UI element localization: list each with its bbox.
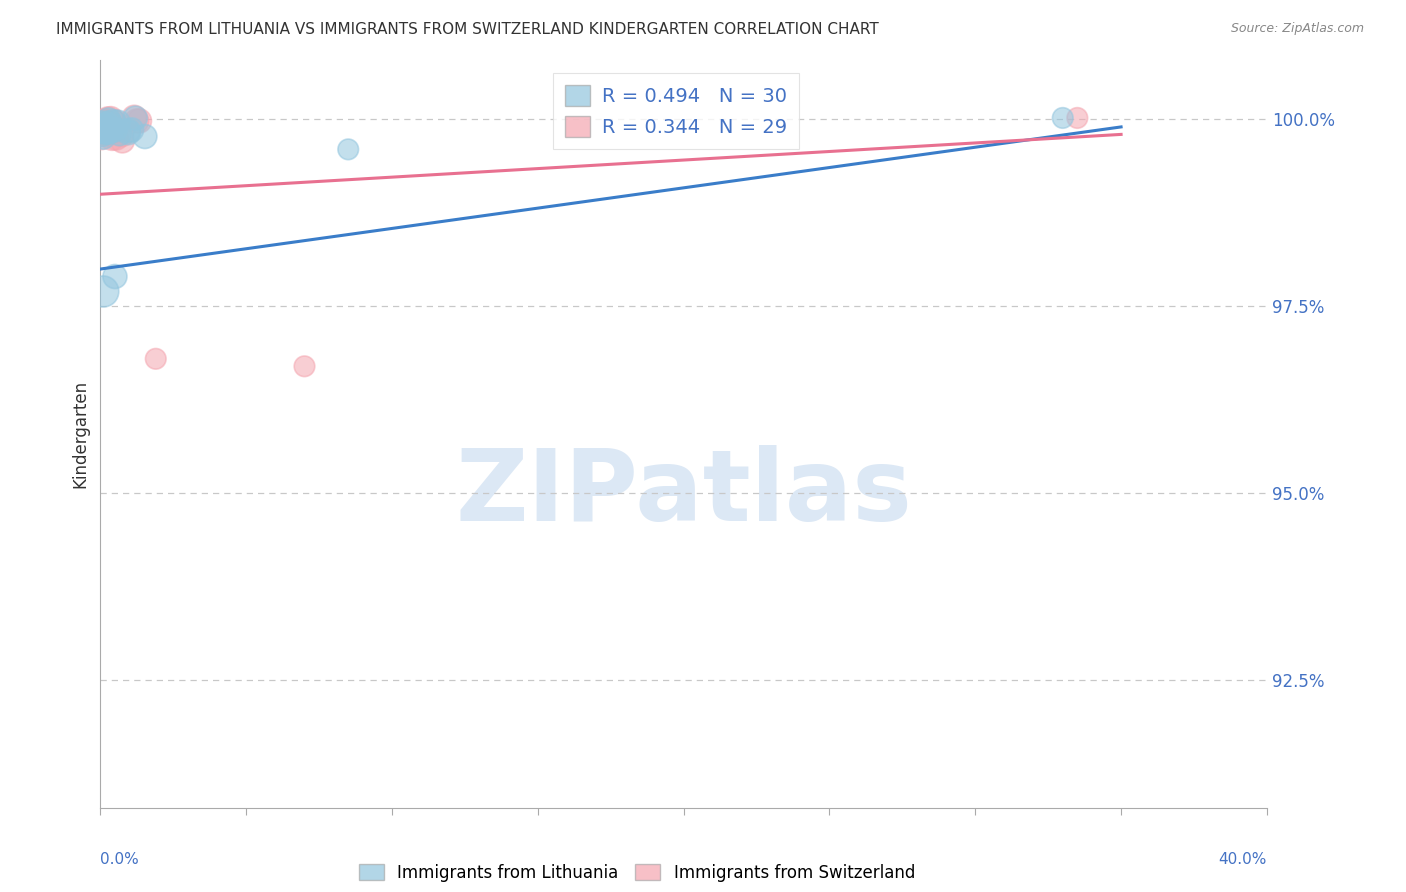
Point xyxy=(90,122,112,136)
Point xyxy=(117,126,139,140)
Point xyxy=(93,123,115,137)
Point xyxy=(97,112,120,127)
Point xyxy=(104,124,127,138)
Text: ZIPatlas: ZIPatlas xyxy=(456,445,912,542)
Point xyxy=(90,123,112,137)
Point xyxy=(93,114,115,128)
Point xyxy=(96,117,118,131)
Point xyxy=(124,111,146,125)
Point xyxy=(91,124,114,138)
Point xyxy=(125,114,148,128)
Point xyxy=(98,122,121,136)
Point xyxy=(93,117,115,131)
Point xyxy=(98,115,121,129)
Point xyxy=(134,129,156,144)
Text: IMMIGRANTS FROM LITHUANIA VS IMMIGRANTS FROM SWITZERLAND KINDERGARTEN CORRELATIO: IMMIGRANTS FROM LITHUANIA VS IMMIGRANTS … xyxy=(56,22,879,37)
Point xyxy=(103,121,125,136)
Y-axis label: Kindergarten: Kindergarten xyxy=(72,379,89,488)
Point xyxy=(91,122,114,136)
Point xyxy=(97,112,120,126)
Point xyxy=(90,121,112,136)
Point xyxy=(93,125,115,139)
Point xyxy=(1052,111,1074,125)
Point xyxy=(98,126,121,140)
Legend: R = 0.494   N = 30, R = 0.344   N = 29: R = 0.494 N = 30, R = 0.344 N = 29 xyxy=(554,73,799,148)
Point xyxy=(90,127,112,141)
Point xyxy=(90,130,112,145)
Point xyxy=(104,122,127,136)
Point xyxy=(98,123,121,137)
Point xyxy=(100,112,122,126)
Point xyxy=(93,130,115,145)
Text: Source: ZipAtlas.com: Source: ZipAtlas.com xyxy=(1230,22,1364,36)
Point xyxy=(91,118,114,132)
Point xyxy=(90,116,112,130)
Point xyxy=(121,123,143,137)
Point xyxy=(294,359,316,374)
Point xyxy=(117,124,139,138)
Point xyxy=(91,285,114,299)
Point xyxy=(97,118,120,132)
Text: 40.0%: 40.0% xyxy=(1219,852,1267,867)
Point xyxy=(128,114,150,128)
Point xyxy=(97,125,120,139)
Point xyxy=(100,124,122,138)
Point xyxy=(101,131,124,145)
Point xyxy=(1066,111,1088,125)
Point xyxy=(337,142,360,156)
Point xyxy=(94,120,117,134)
Point xyxy=(90,128,112,142)
Point xyxy=(97,116,120,130)
Point xyxy=(103,114,125,128)
Point xyxy=(103,115,125,129)
Point xyxy=(122,110,145,124)
Point xyxy=(111,128,134,142)
Point xyxy=(104,269,127,284)
Point xyxy=(105,131,128,145)
Point xyxy=(108,127,131,141)
Point xyxy=(96,125,118,139)
Text: 0.0%: 0.0% xyxy=(100,852,139,867)
Point xyxy=(107,115,129,129)
Point xyxy=(96,127,118,141)
Point xyxy=(145,351,167,366)
Point xyxy=(111,134,134,148)
Point xyxy=(93,114,115,128)
Point xyxy=(96,120,118,134)
